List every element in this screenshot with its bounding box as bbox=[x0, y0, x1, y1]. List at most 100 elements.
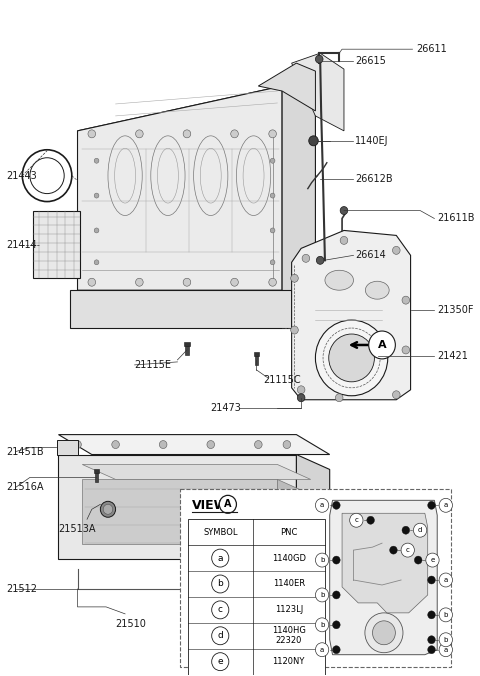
Circle shape bbox=[439, 643, 453, 656]
Circle shape bbox=[372, 621, 396, 645]
Text: a: a bbox=[444, 577, 448, 583]
Circle shape bbox=[270, 193, 275, 198]
Circle shape bbox=[88, 130, 96, 138]
Text: b: b bbox=[444, 637, 448, 643]
Polygon shape bbox=[330, 500, 437, 654]
Circle shape bbox=[297, 386, 305, 393]
Circle shape bbox=[88, 279, 96, 286]
Polygon shape bbox=[292, 290, 325, 352]
Circle shape bbox=[74, 441, 81, 449]
Text: A: A bbox=[224, 500, 232, 509]
Text: 21115E: 21115E bbox=[134, 360, 172, 370]
Circle shape bbox=[291, 326, 298, 334]
Polygon shape bbox=[296, 454, 330, 574]
Circle shape bbox=[402, 296, 409, 304]
Text: 1140HG
22320: 1140HG 22320 bbox=[272, 626, 306, 646]
Circle shape bbox=[231, 130, 239, 138]
Text: a: a bbox=[320, 502, 324, 508]
Circle shape bbox=[316, 256, 324, 264]
Circle shape bbox=[231, 279, 239, 286]
Text: 21421: 21421 bbox=[437, 351, 468, 361]
Circle shape bbox=[393, 391, 400, 399]
Text: b: b bbox=[217, 579, 223, 589]
Circle shape bbox=[315, 588, 329, 602]
Circle shape bbox=[329, 334, 374, 382]
Circle shape bbox=[270, 260, 275, 265]
Circle shape bbox=[413, 523, 427, 537]
Polygon shape bbox=[342, 513, 428, 613]
Circle shape bbox=[135, 279, 143, 286]
Text: 21512: 21512 bbox=[6, 584, 37, 594]
Text: 1120NY: 1120NY bbox=[273, 657, 305, 666]
Text: PNC: PNC bbox=[280, 528, 298, 537]
Circle shape bbox=[309, 136, 318, 146]
Circle shape bbox=[94, 260, 99, 265]
Circle shape bbox=[269, 279, 276, 286]
Circle shape bbox=[333, 621, 340, 629]
Circle shape bbox=[428, 611, 435, 619]
Bar bbox=[254, 355, 258, 365]
Circle shape bbox=[333, 556, 340, 564]
Circle shape bbox=[270, 228, 275, 233]
Text: a: a bbox=[444, 647, 448, 653]
Circle shape bbox=[365, 613, 403, 653]
Circle shape bbox=[340, 207, 348, 214]
Circle shape bbox=[439, 608, 453, 622]
Circle shape bbox=[402, 526, 409, 534]
Circle shape bbox=[219, 496, 237, 513]
Circle shape bbox=[269, 130, 276, 138]
Circle shape bbox=[426, 553, 439, 567]
Text: A: A bbox=[378, 340, 386, 350]
Polygon shape bbox=[277, 479, 311, 557]
Circle shape bbox=[349, 513, 363, 527]
Bar bbox=[95, 473, 98, 483]
Circle shape bbox=[428, 502, 435, 509]
Polygon shape bbox=[258, 63, 315, 111]
Text: 21350F: 21350F bbox=[437, 305, 474, 315]
Circle shape bbox=[207, 441, 215, 449]
Circle shape bbox=[183, 130, 191, 138]
Text: 1140GD: 1140GD bbox=[272, 554, 306, 562]
Text: c: c bbox=[354, 517, 358, 523]
Circle shape bbox=[428, 635, 435, 644]
Circle shape bbox=[94, 158, 99, 163]
Polygon shape bbox=[59, 435, 330, 454]
Circle shape bbox=[439, 573, 453, 587]
Text: 21115C: 21115C bbox=[263, 375, 300, 385]
Text: 21510: 21510 bbox=[116, 619, 146, 629]
Polygon shape bbox=[292, 53, 344, 131]
Circle shape bbox=[439, 498, 453, 512]
Polygon shape bbox=[77, 86, 315, 155]
Circle shape bbox=[333, 502, 340, 509]
Text: a: a bbox=[217, 554, 223, 562]
Circle shape bbox=[393, 246, 400, 254]
Ellipse shape bbox=[365, 281, 389, 299]
Circle shape bbox=[390, 546, 397, 554]
Text: 21516A: 21516A bbox=[6, 483, 44, 492]
Circle shape bbox=[336, 393, 343, 402]
Text: 21443: 21443 bbox=[6, 170, 37, 180]
Ellipse shape bbox=[325, 270, 353, 290]
Text: 26612B: 26612B bbox=[355, 174, 393, 184]
Text: b: b bbox=[320, 592, 324, 598]
Polygon shape bbox=[57, 439, 77, 454]
Text: b: b bbox=[320, 622, 324, 628]
Bar bbox=[188, 519, 325, 675]
Circle shape bbox=[103, 504, 113, 514]
Text: c: c bbox=[406, 547, 409, 553]
Polygon shape bbox=[292, 231, 410, 400]
Circle shape bbox=[100, 502, 116, 517]
Text: VIEW: VIEW bbox=[192, 499, 228, 512]
Text: 21513A: 21513A bbox=[59, 524, 96, 534]
Circle shape bbox=[112, 441, 120, 449]
Circle shape bbox=[94, 228, 99, 233]
Circle shape bbox=[315, 498, 329, 512]
Polygon shape bbox=[282, 86, 315, 315]
Circle shape bbox=[428, 646, 435, 654]
Text: SYMBOL: SYMBOL bbox=[203, 528, 238, 537]
Circle shape bbox=[270, 158, 275, 163]
Text: 26611: 26611 bbox=[416, 44, 447, 54]
Circle shape bbox=[333, 646, 340, 654]
Circle shape bbox=[315, 55, 323, 63]
Circle shape bbox=[315, 618, 329, 632]
